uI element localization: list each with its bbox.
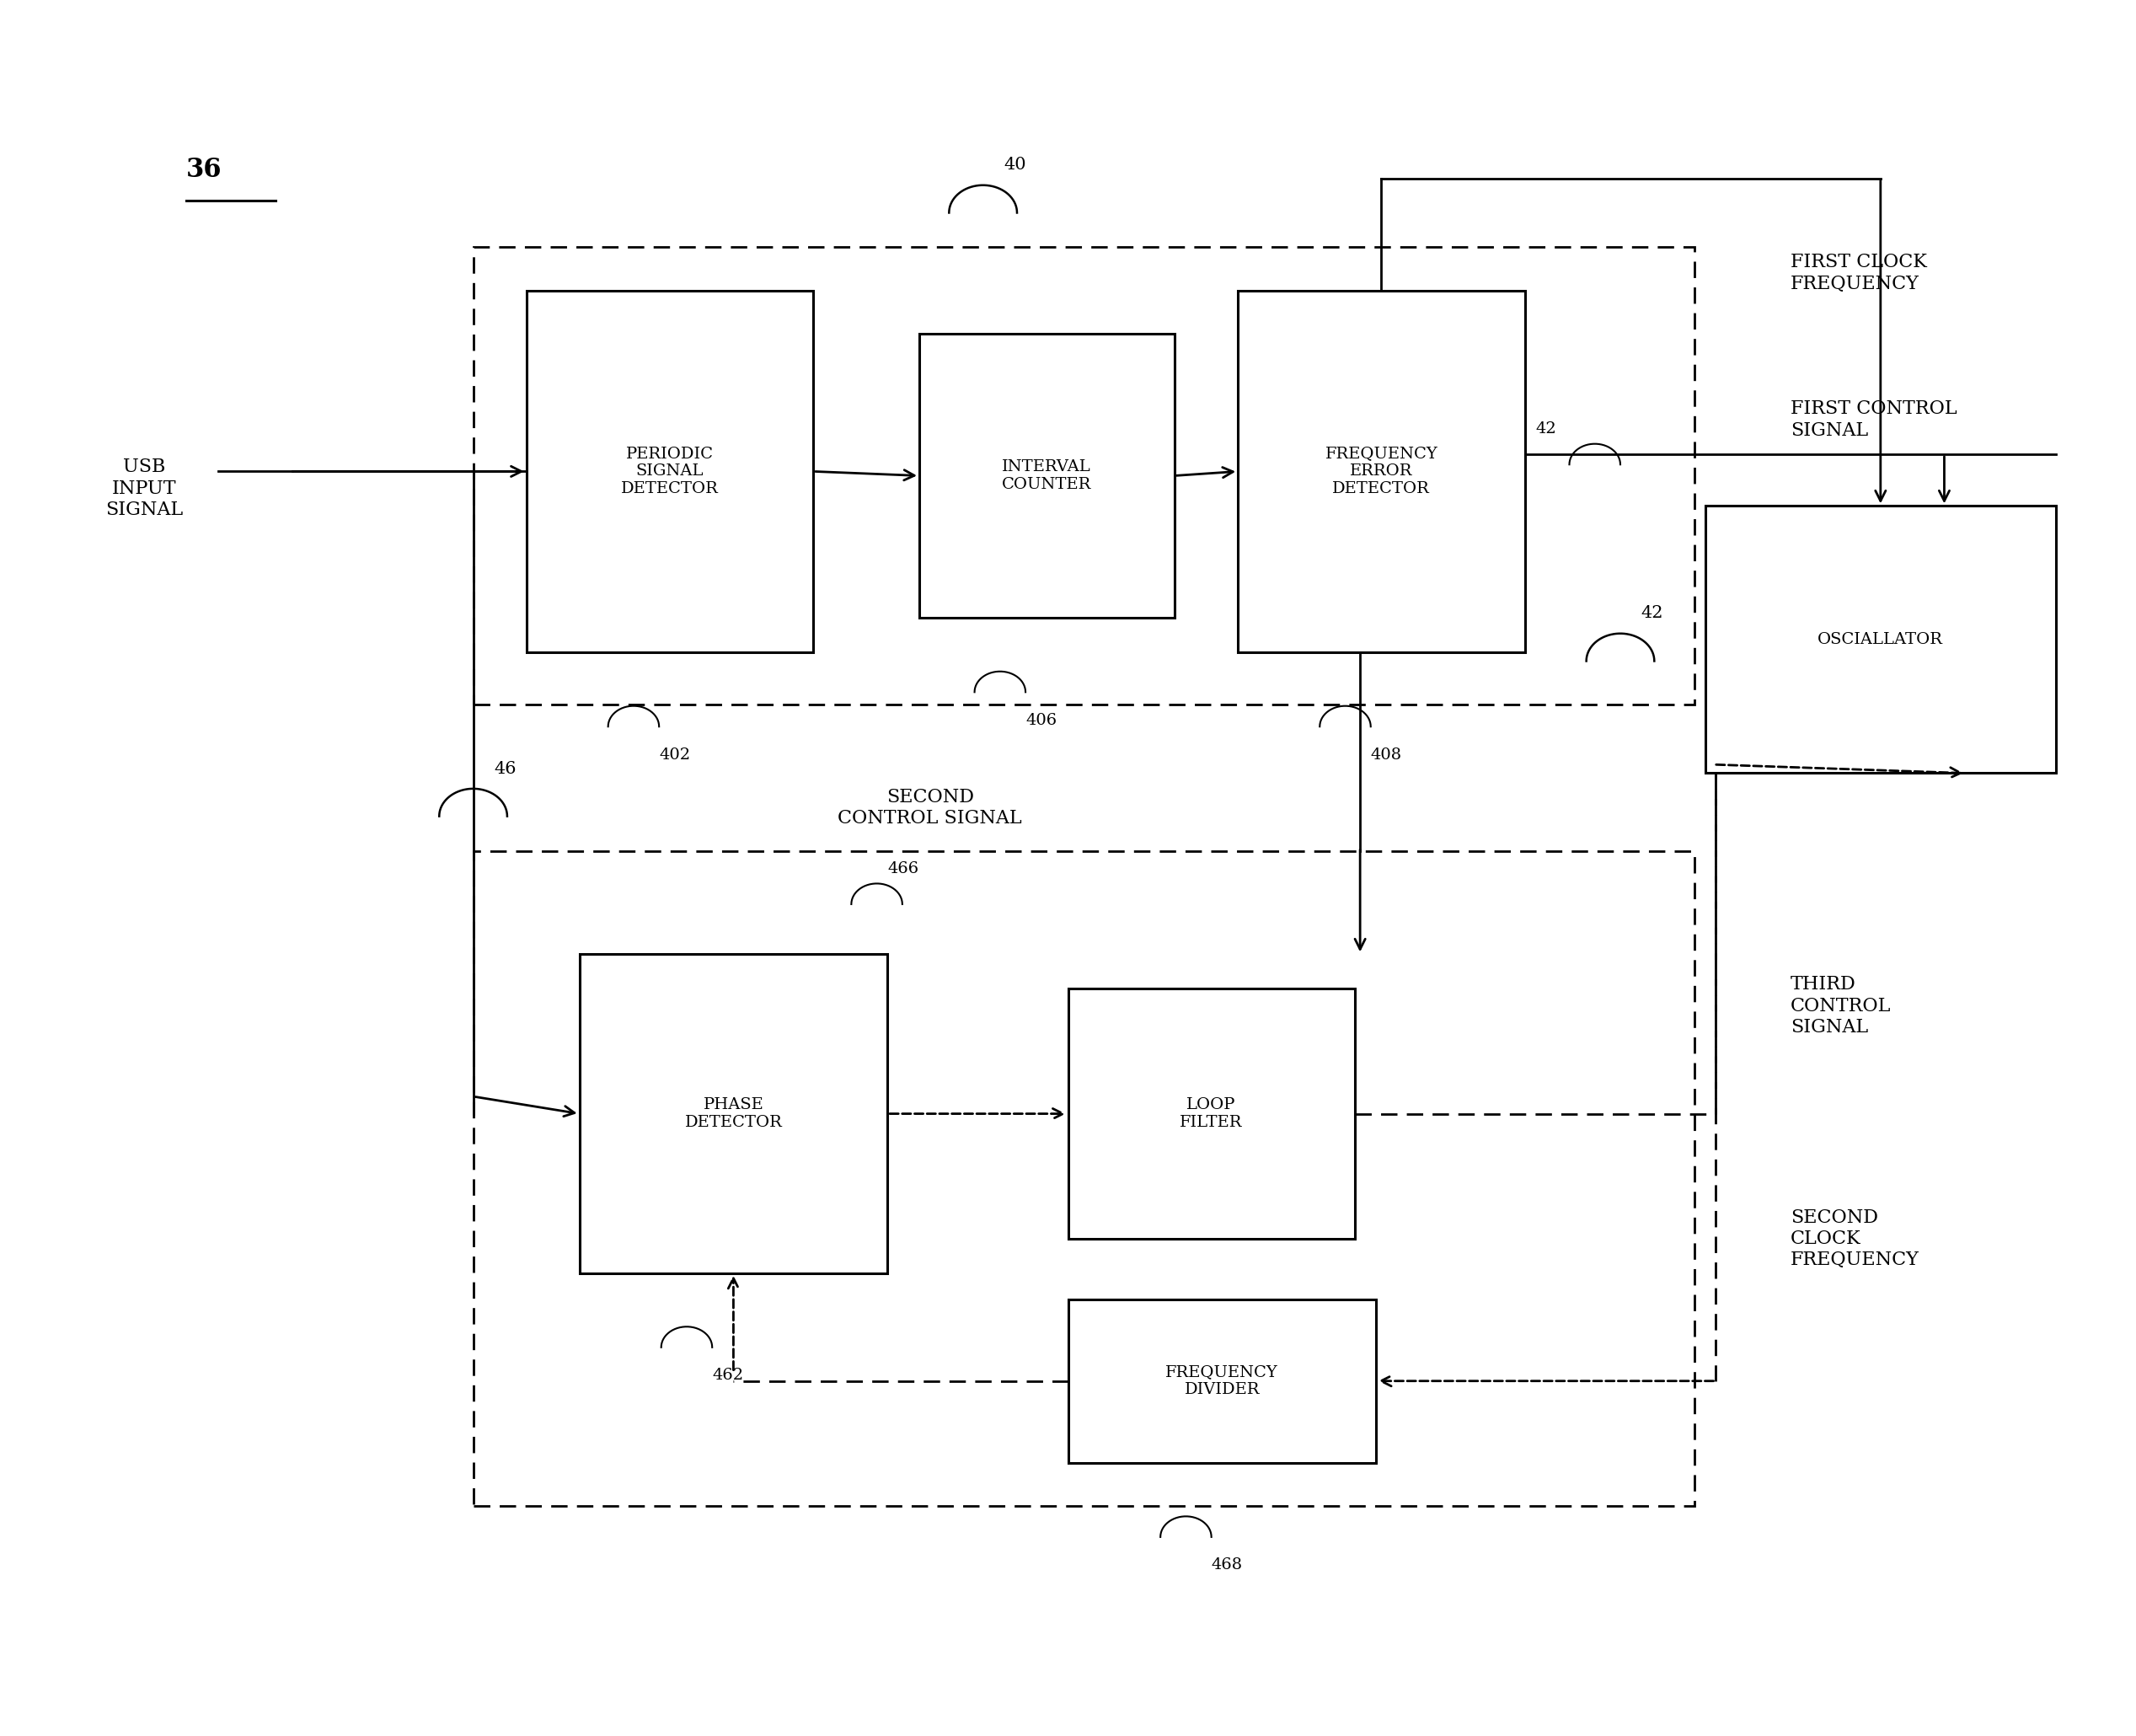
Text: 42: 42 [1640, 606, 1664, 621]
Text: LOOP
FILTER: LOOP FILTER [1179, 1097, 1243, 1130]
Text: 402: 402 [660, 746, 690, 762]
Bar [474, 247, 1694, 705]
Text: 46: 46 [493, 760, 517, 776]
Text: 408: 408 [1371, 746, 1401, 762]
Text: 40: 40 [1004, 156, 1025, 174]
Text: PHASE
DETECTOR: PHASE DETECTOR [686, 1097, 782, 1130]
Bar [1068, 1299, 1376, 1463]
Bar [1705, 505, 2055, 773]
Text: FIRST CLOCK
FREQUENCY: FIRST CLOCK FREQUENCY [1790, 253, 1927, 293]
Text: INTERVAL
COUNTER: INTERVAL COUNTER [1002, 460, 1091, 491]
Text: 406: 406 [1025, 713, 1057, 727]
Bar [918, 333, 1175, 618]
Text: 468: 468 [1211, 1557, 1243, 1573]
Text: OSCIALLATOR: OSCIALLATOR [1818, 632, 1944, 648]
Text: 462: 462 [711, 1368, 743, 1384]
Text: FREQUENCY
ERROR
DETECTOR: FREQUENCY ERROR DETECTOR [1324, 446, 1438, 496]
Text: 466: 466 [886, 861, 918, 877]
Text: THIRD
CONTROL
SIGNAL: THIRD CONTROL SIGNAL [1790, 976, 1890, 1036]
Text: FREQUENCY
DIVIDER: FREQUENCY DIVIDER [1166, 1364, 1277, 1397]
Text: 36: 36 [186, 156, 222, 182]
Text: FIRST CONTROL
SIGNAL: FIRST CONTROL SIGNAL [1790, 399, 1957, 439]
Text: PERIODIC
SIGNAL
DETECTOR: PERIODIC SIGNAL DETECTOR [622, 446, 718, 496]
Bar [579, 955, 886, 1272]
Text: SECOND
CLOCK
FREQUENCY: SECOND CLOCK FREQUENCY [1790, 1208, 1918, 1269]
Text: SECOND
CONTROL SIGNAL: SECOND CONTROL SIGNAL [837, 788, 1021, 828]
Bar [525, 290, 814, 653]
Text: USB
INPUT
SIGNAL: USB INPUT SIGNAL [105, 458, 184, 519]
Bar [1068, 990, 1354, 1240]
Bar [1239, 290, 1525, 653]
Bar [474, 851, 1694, 1507]
Text: 42: 42 [1536, 422, 1557, 437]
